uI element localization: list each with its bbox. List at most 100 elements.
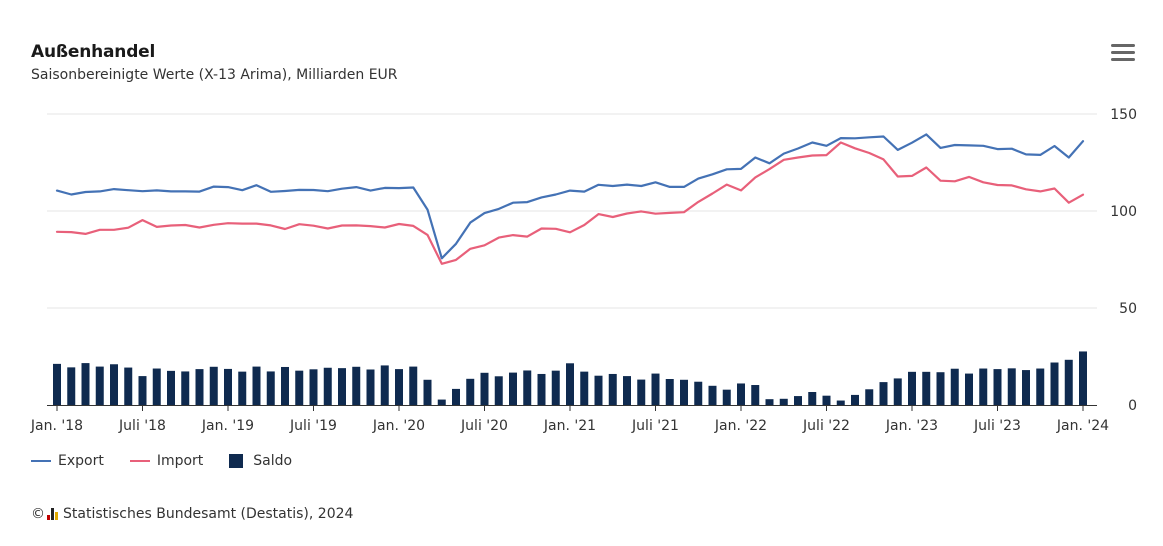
saldo-bar [195, 369, 204, 405]
hamburger-menu-icon[interactable] [1111, 44, 1135, 66]
saldo-bar [110, 364, 118, 405]
saldo-bar [409, 366, 418, 405]
x-tick-label: Juli '18 [118, 418, 166, 434]
saldo-bar [1036, 368, 1045, 405]
saldo-bar [53, 363, 61, 405]
x-tick-label: Jan. '23 [885, 418, 938, 434]
saldo-bar [965, 373, 973, 405]
x-tick-label: Juli '20 [460, 418, 508, 434]
saldo-bar [295, 370, 304, 405]
saldo-bar [167, 370, 175, 405]
saldo-bar [922, 371, 931, 405]
saldo-bar [979, 368, 988, 405]
destatis-logo-icon [47, 508, 59, 520]
legend-label-saldo: Saldo [253, 453, 293, 469]
x-tick-label: Juli '19 [289, 418, 337, 434]
saldo-bar [1007, 368, 1016, 405]
saldo-bar [1050, 362, 1059, 405]
saldo-bar [466, 378, 475, 405]
saldo-bar [1064, 359, 1073, 405]
saldo-bar [366, 369, 375, 405]
saldo-bar [566, 363, 574, 405]
x-tick-label: Jan. '21 [543, 418, 596, 434]
saldo-bar [395, 369, 403, 405]
saldo-bar [594, 375, 603, 405]
import-line-icon [129, 460, 150, 462]
saldo-bar [708, 385, 717, 405]
legend-item-saldo[interactable]: Saldo [229, 453, 292, 469]
saldo-bar [95, 366, 104, 405]
saldo-bar [993, 369, 1002, 405]
saldo-bar [680, 379, 688, 405]
saldo-bar [423, 379, 432, 405]
saldo-bar [950, 368, 959, 405]
saldo-bar [523, 370, 532, 405]
saldo-bar [936, 372, 945, 405]
saldo-bar [480, 372, 489, 405]
saldo-bar [81, 363, 90, 405]
saldo-bar [181, 371, 190, 405]
saldo-bar [124, 367, 133, 405]
saldo-bar [1022, 370, 1030, 405]
saldo-bar [580, 371, 589, 405]
saldo-box-icon [229, 454, 244, 468]
chart-subtitle: Saisonbereinigte Werte (X-13 Arima), Mil… [31, 67, 398, 83]
chart-title: Außenhandel [31, 42, 156, 62]
legend-item-export[interactable]: Export [31, 453, 104, 469]
saldo-bar [509, 372, 517, 405]
saldo-bar [608, 373, 617, 405]
x-tick-label: Juli '23 [973, 418, 1021, 434]
saldo-bar [751, 385, 760, 405]
saldo-bar [1079, 351, 1087, 405]
saldo-bar [209, 366, 218, 405]
x-tick-label: Jan. '24 [1056, 418, 1109, 434]
saldo-bar [152, 368, 161, 405]
saldo-bar [893, 378, 902, 405]
saldo-bar [665, 379, 674, 405]
y-tick-label: 150 [1110, 107, 1137, 123]
saldo-bar [338, 368, 346, 405]
saldo-bar [238, 371, 247, 405]
saldo-bar [138, 376, 147, 405]
saldo-bar [765, 399, 774, 405]
legend-item-import[interactable]: Import [129, 453, 204, 469]
saldo-bar [851, 394, 859, 405]
saldo-bar [437, 399, 446, 405]
saldo-bar [808, 392, 817, 405]
saldo-bar [537, 373, 546, 405]
copyright-symbol: © [31, 506, 45, 522]
export-line-icon [31, 460, 51, 462]
export-line [55, 133, 1085, 260]
saldo-bar [551, 370, 560, 405]
saldo-bar [651, 373, 660, 405]
x-tick-label: Jan. '18 [30, 418, 83, 434]
saldo-bar [494, 376, 503, 405]
import-line [55, 141, 1085, 265]
saldo-bar [309, 369, 318, 405]
saldo-bar [252, 366, 261, 405]
saldo-bar [323, 367, 332, 405]
saldo-bar [380, 365, 389, 405]
saldo-bar [452, 388, 460, 405]
saldo-bar [266, 371, 275, 405]
y-tick-label: 50 [1119, 301, 1137, 317]
saldo-bar [623, 376, 631, 405]
legend-label-import: Import [156, 453, 204, 469]
legend-label-export: Export [58, 453, 104, 469]
saldo-bar [67, 367, 76, 405]
saldo-bar [224, 368, 232, 405]
saldo-bar [737, 383, 745, 405]
saldo-bar [352, 366, 361, 405]
saldo-bar [865, 389, 874, 405]
saldo-bar [822, 395, 831, 405]
credits: © Statistisches Bundesamt (Destatis), 20… [31, 506, 353, 522]
saldo-bar [794, 396, 802, 405]
chart-legend: Export Import Saldo [31, 453, 318, 469]
x-tick-label: Jan. '20 [372, 418, 425, 434]
saldo-bar [694, 381, 703, 405]
saldo-bar [836, 400, 845, 405]
y-tick-label: 100 [1110, 204, 1137, 220]
saldo-bar [879, 382, 888, 405]
credits-text[interactable]: Statistisches Bundesamt (Destatis), 2024 [63, 506, 354, 522]
